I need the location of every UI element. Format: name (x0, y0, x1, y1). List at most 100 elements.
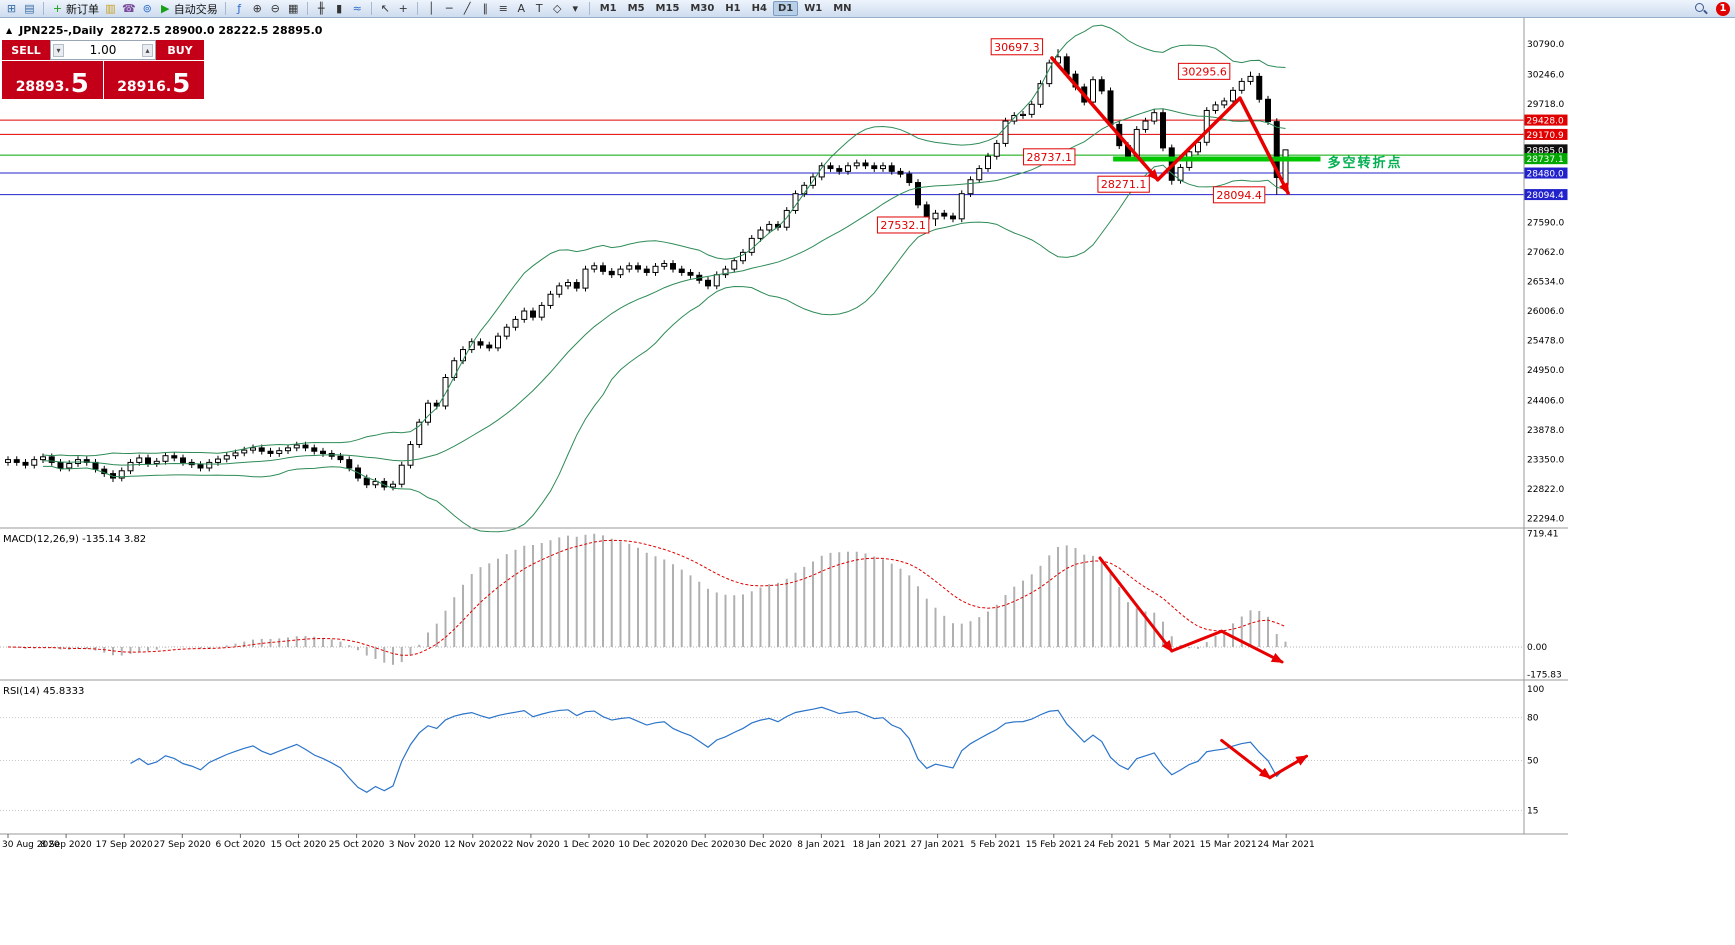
svg-text:28094.4: 28094.4 (1527, 191, 1564, 201)
bar-chart-button[interactable]: ╫ (313, 1, 330, 17)
community-button[interactable]: ⊚ (139, 1, 156, 17)
vertical-line-button[interactable]: │ (423, 1, 440, 17)
collapse-panel-toggle[interactable]: ▲ (6, 25, 13, 35)
svg-text:25478.0: 25478.0 (1527, 337, 1564, 347)
svg-text:27590.0: 27590.0 (1527, 219, 1564, 229)
buy-price[interactable]: 28916. 5 (103, 61, 204, 100)
timeframe-m30[interactable]: M30 (690, 3, 715, 14)
trade-quotes-row: 28893. 5 28916. 5 (2, 61, 204, 99)
svg-text:28737.1: 28737.1 (1527, 155, 1564, 165)
symbol-name: JPN225-,Daily (19, 24, 104, 37)
profiles-button[interactable]: ▤ (21, 1, 38, 17)
sell-button[interactable]: SELL (2, 40, 50, 60)
svg-text:27532.1: 27532.1 (880, 219, 926, 232)
bollinger-bands (42, 24, 1286, 533)
shapes-button[interactable]: ◇ (549, 1, 566, 17)
buy-button[interactable]: BUY (156, 40, 204, 60)
timeframe-h4[interactable]: H4 (751, 3, 767, 14)
lot-decrease-button[interactable]: ▾ (53, 43, 64, 57)
lot-size-value[interactable]: 1.00 (89, 43, 117, 57)
svg-text:24406.0: 24406.0 (1527, 397, 1564, 407)
svg-text:8 Jan 2021: 8 Jan 2021 (797, 840, 845, 850)
candlesticks (5, 49, 1289, 491)
timeframe-m5[interactable]: M5 (627, 3, 645, 14)
svg-text:12 Nov 2020: 12 Nov 2020 (444, 840, 502, 850)
toolbar-separator (370, 2, 372, 15)
svg-text:RSI(14) 45.8333: RSI(14) 45.8333 (3, 686, 84, 697)
new-chart-button[interactable]: ⊞ (3, 1, 20, 17)
svg-text:30 Dec 2020: 30 Dec 2020 (735, 840, 793, 850)
toolbar-separator (43, 2, 44, 15)
new-order-button[interactable]: + 新订单 (49, 1, 101, 17)
toolbar-right: 1 (1693, 1, 1730, 16)
svg-text:28094.4: 28094.4 (1216, 189, 1262, 202)
symbol-ohlc: 28272.5 28900.0 28222.5 28895.0 (110, 24, 323, 37)
svg-text:100: 100 (1527, 685, 1544, 695)
sell-price[interactable]: 28893. 5 (2, 61, 103, 99)
objects-dropdown[interactable]: ▾ (567, 1, 584, 17)
objects-dropdown-icon: ▾ (572, 2, 578, 15)
svg-text:5 Mar 2021: 5 Mar 2021 (1144, 840, 1195, 850)
bar-chart-button-icon: ╫ (317, 2, 325, 15)
fibonacci-button[interactable]: ≡ (495, 1, 512, 17)
text-button[interactable]: A (513, 1, 530, 17)
zoom-in-button[interactable]: ⊕ (249, 1, 266, 17)
svg-text:30295.6: 30295.6 (1181, 65, 1227, 78)
cursor-button-icon: ↖ (380, 2, 390, 15)
toolbar: ⊞ ▤ + 新订单 ▥ ☎ ⊚ ▶ 自动交易 ƒ ⊕ ⊖ ▦ ╫ ▮ ≈ ↖ + │ ─ ╱ ∥ ≡ A T ◇ ▾ M1 M5 M15 M… (0, 0, 1735, 18)
buy-price-pips: 5 (172, 69, 191, 100)
svg-text:25 Oct 2020: 25 Oct 2020 (329, 840, 385, 850)
autotrading-button[interactable]: ▶ 自动交易 (157, 1, 220, 17)
svg-text:15 Oct 2020: 15 Oct 2020 (271, 840, 327, 850)
zoom-out-button[interactable]: ⊖ (267, 1, 284, 17)
timeframe-d1[interactable]: D1 (772, 1, 799, 16)
cursor-button[interactable]: ↖ (377, 1, 394, 17)
timeframe-h1[interactable]: H1 (725, 3, 741, 14)
svg-text:29170.9: 29170.9 (1527, 131, 1564, 141)
trendline-button[interactable]: ╱ (459, 1, 476, 17)
crosshair-button[interactable]: + (395, 1, 412, 17)
search-icon[interactable] (1693, 1, 1708, 16)
chart-canvas[interactable]: MACD(12,26,9) -135.14 3.82 719.41 0.00 -175… (0, 18, 1568, 945)
contacts-button[interactable]: ☎ (120, 1, 138, 17)
svg-text:30697.3: 30697.3 (994, 41, 1040, 54)
candlestick-chart-button[interactable]: ▮ (331, 1, 348, 17)
history-center-button[interactable]: ▥ (102, 1, 119, 17)
svg-text:27 Sep 2020: 27 Sep 2020 (154, 840, 211, 850)
svg-text:24 Feb 2021: 24 Feb 2021 (1084, 840, 1140, 850)
svg-text:8 Sep 2020: 8 Sep 2020 (40, 840, 92, 850)
channel-button[interactable]: ∥ (477, 1, 494, 17)
label-button-icon: T (535, 2, 543, 15)
timeframe-m1[interactable]: M1 (599, 3, 617, 14)
rsi-panel: RSI(14) 45.8333 100 80 50 15 (0, 685, 1544, 817)
svg-text:0.00: 0.00 (1527, 643, 1547, 653)
notification-badge[interactable]: 1 (1716, 1, 1730, 16)
svg-text:30790.0: 30790.0 (1527, 40, 1564, 50)
indicators-button[interactable]: ƒ (231, 1, 248, 17)
svg-text:23350.0: 23350.0 (1527, 456, 1564, 466)
svg-text:20 Dec 2020: 20 Dec 2020 (676, 840, 734, 850)
line-chart-button[interactable]: ≈ (349, 1, 366, 17)
shapes-button-icon: ◇ (552, 2, 562, 15)
svg-text:26006.0: 26006.0 (1527, 307, 1564, 317)
macd-panel: MACD(12,26,9) -135.14 3.82 719.41 0.00 -175… (0, 530, 1562, 681)
tile-windows-button[interactable]: ▦ (285, 1, 302, 17)
chart-annotations[interactable]: 30697.3 30295.6 28737.1 28271.1 28094.4 27532… (876, 38, 1402, 780)
lot-increase-button[interactable]: ▴ (142, 43, 153, 57)
svg-text:15 Feb 2021: 15 Feb 2021 (1026, 840, 1082, 850)
timeframe-m15[interactable]: M15 (655, 3, 680, 14)
timeframe-mn[interactable]: MN (833, 3, 852, 14)
horizontal-line-button-icon: ─ (445, 2, 453, 15)
sell-price-main: 28893. (15, 79, 70, 96)
svg-text:26534.0: 26534.0 (1527, 278, 1564, 288)
svg-text:28271.1: 28271.1 (1101, 178, 1147, 191)
timeframe-w1[interactable]: W1 (804, 3, 823, 14)
lot-size-field[interactable]: ▾ 1.00 ▴ (50, 40, 156, 60)
svg-text:28737.1: 28737.1 (1027, 151, 1073, 164)
svg-text:27 Jan 2021: 27 Jan 2021 (911, 840, 965, 850)
horizontal-line-button[interactable]: ─ (441, 1, 458, 17)
label-button[interactable]: T (531, 1, 548, 17)
trendline-button-icon: ╱ (463, 2, 471, 15)
candlestick-chart-button-icon: ▮ (336, 2, 343, 15)
